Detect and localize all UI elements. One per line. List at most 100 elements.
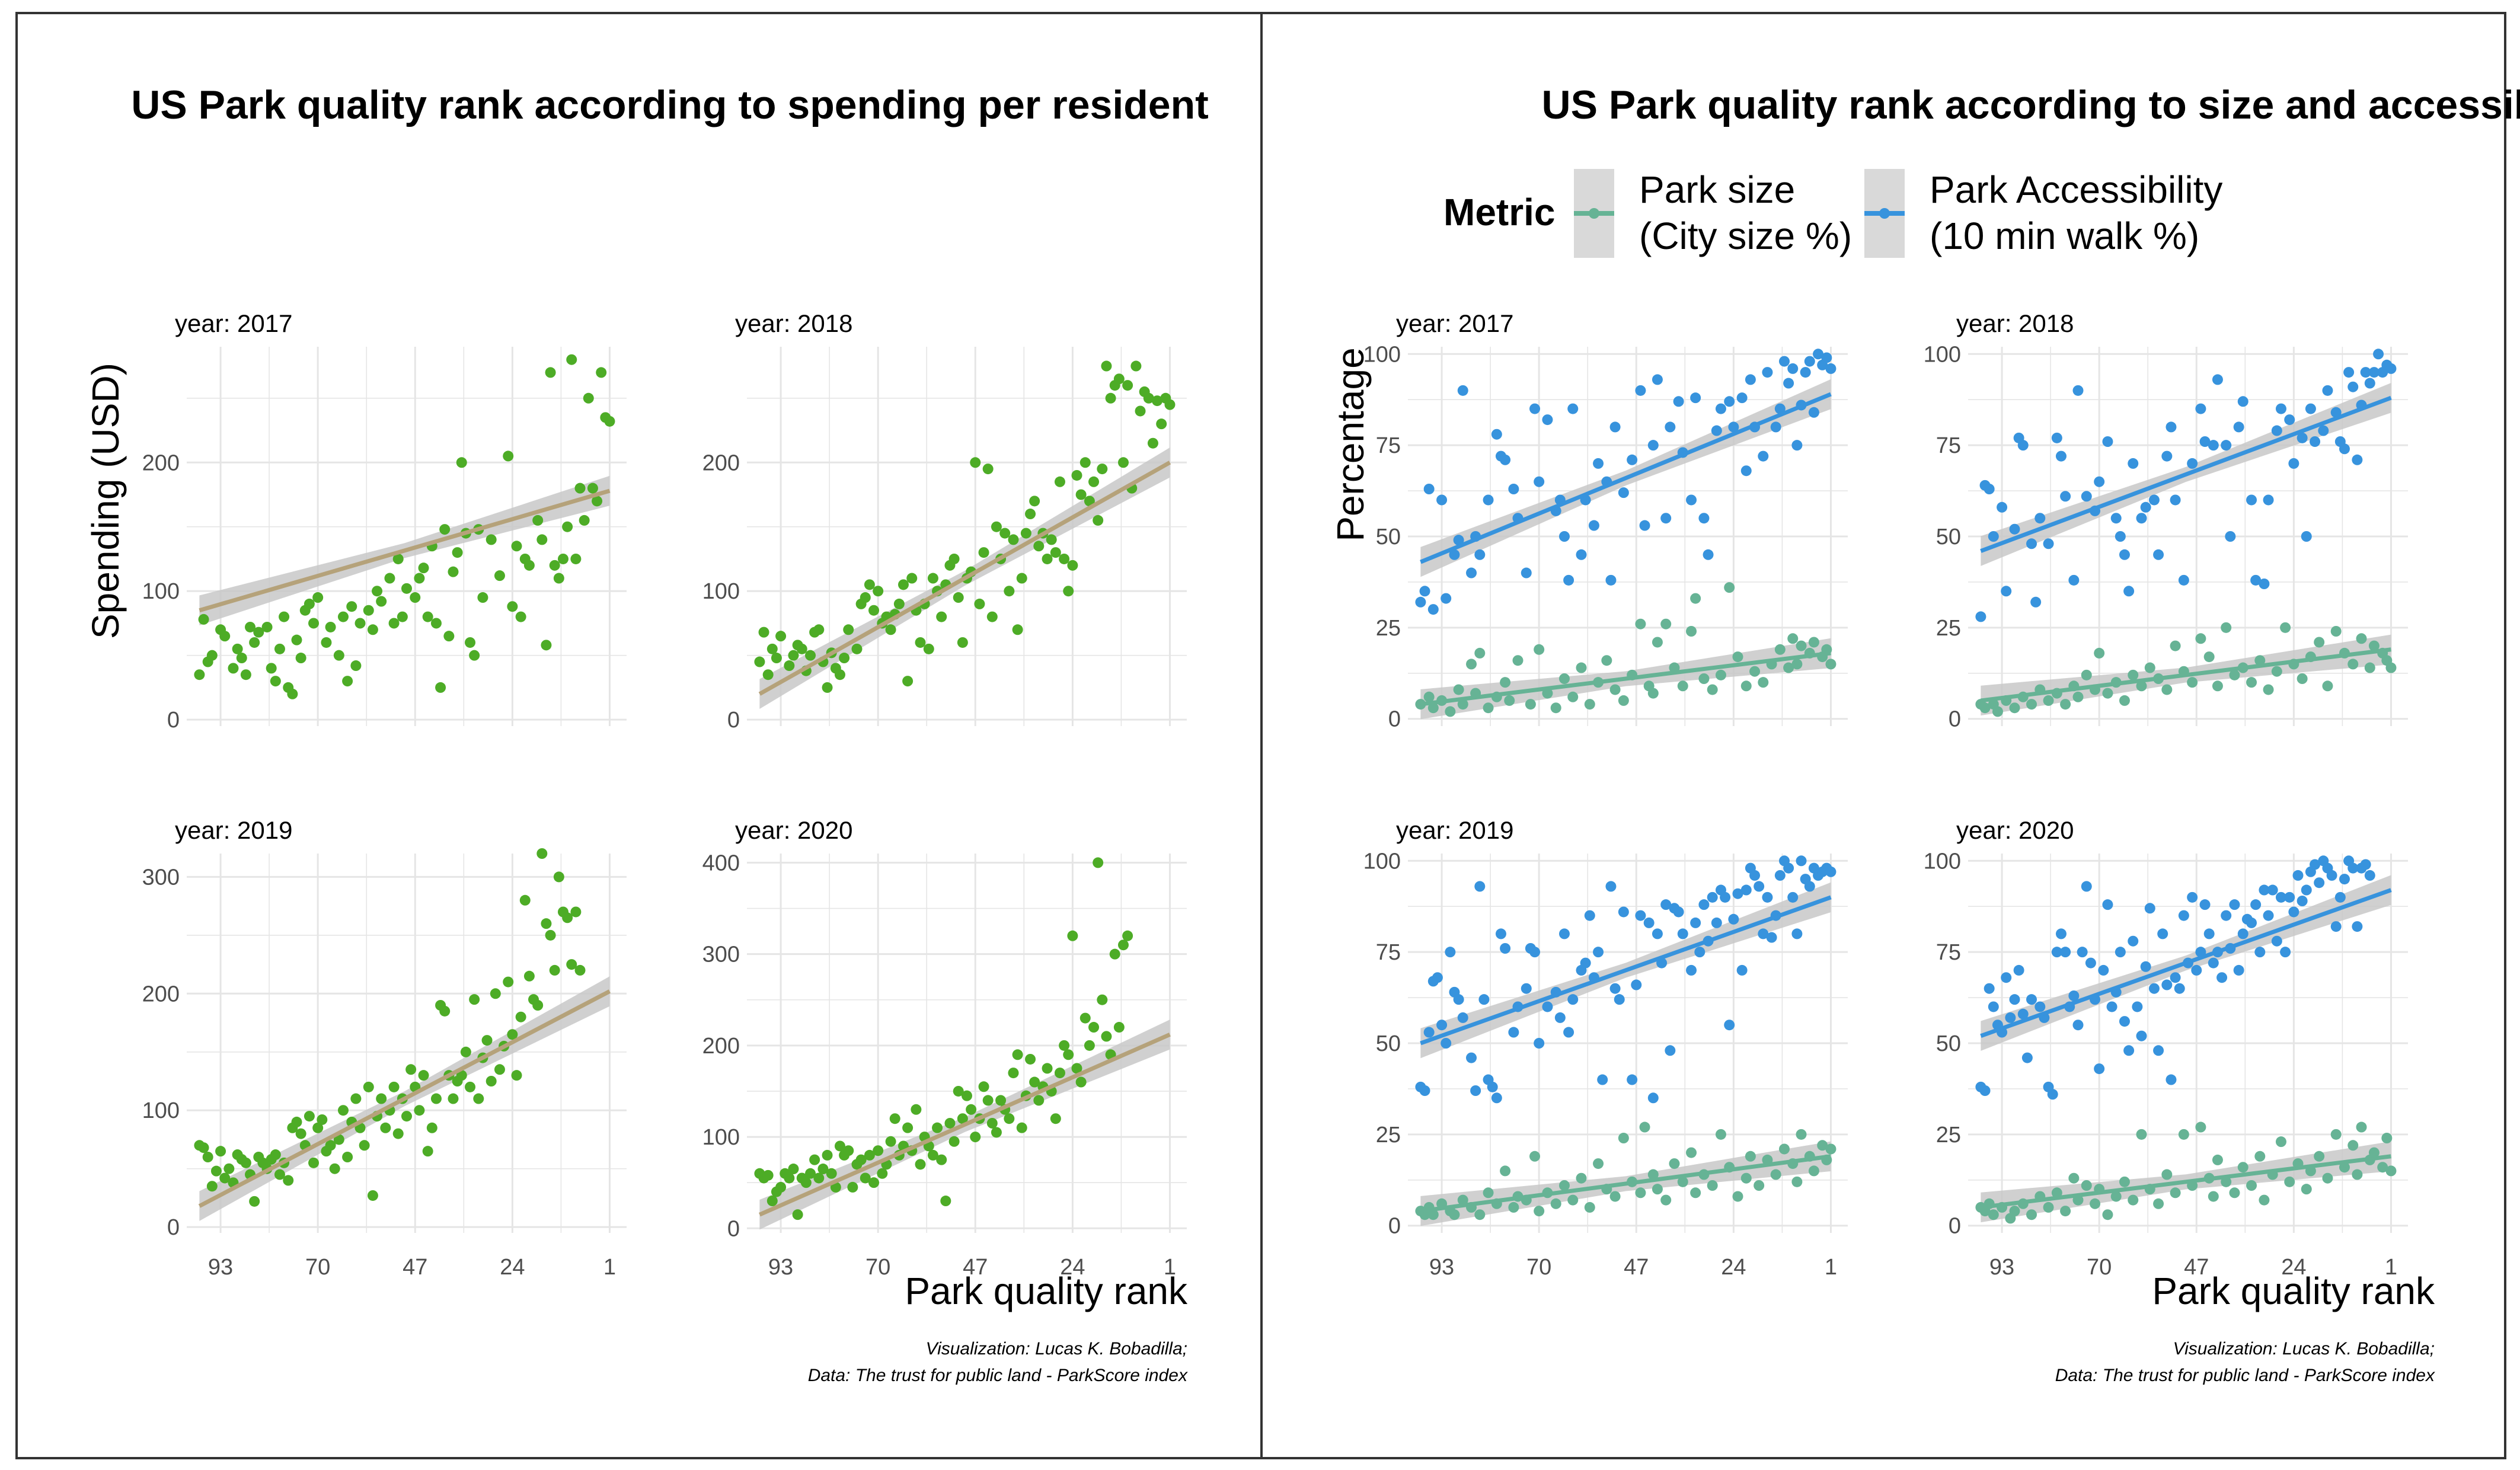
spending-point — [384, 573, 395, 584]
park-access-point — [2009, 523, 2020, 535]
park-access-point — [1711, 917, 1722, 928]
spending-point — [932, 1122, 943, 1133]
x-tick-label: 70 — [865, 1255, 890, 1280]
spending-point — [817, 1164, 829, 1175]
left-caption-line1: Visualization: Lucas K. Bobadilla; — [926, 1339, 1187, 1359]
spending-point — [507, 601, 518, 612]
spending-point — [936, 611, 947, 622]
park-size-point — [1707, 1180, 1718, 1191]
park-access-point — [1605, 881, 1617, 892]
park-size-point — [1576, 662, 1587, 673]
facet-panel: year: 2019 0 100 200 300 93 70 47 24 1 — [142, 816, 627, 1280]
park-access-point — [2199, 899, 2211, 910]
spending-point — [477, 592, 488, 603]
park-access-point — [2153, 1045, 2164, 1056]
park-size-point — [2026, 1209, 2037, 1220]
y-tick-label: 0 — [727, 1216, 740, 1241]
park-access-point — [1453, 535, 1464, 546]
spending-point — [1046, 534, 1057, 545]
spending-point — [283, 1175, 294, 1186]
park-size-point — [2284, 1176, 2295, 1187]
park-access-point — [2178, 574, 2189, 586]
spending-point — [519, 894, 531, 906]
park-access-point — [2051, 432, 2062, 443]
park-size-trend-line — [1420, 651, 1831, 707]
park-access-point — [1686, 494, 1697, 506]
spending-point — [279, 611, 290, 622]
spending-point — [380, 1122, 391, 1133]
park-size-point — [1778, 1143, 1790, 1155]
park-size-point — [1652, 637, 1663, 648]
spending-point — [194, 669, 205, 680]
park-size-point — [1466, 659, 1477, 670]
x-tick-label: 24 — [2281, 1255, 2306, 1280]
park-access-point — [2347, 862, 2359, 874]
spending-point — [473, 1093, 484, 1104]
spending-point — [995, 1095, 1007, 1106]
spending-point — [333, 1134, 344, 1145]
spending-point — [342, 676, 353, 687]
y-tick-label: 200 — [142, 982, 180, 1006]
legend-label-access-line1: Park Accessibility — [1930, 168, 2222, 211]
spending-point — [962, 1090, 972, 1101]
spending-point — [418, 563, 429, 574]
park-access-point — [2128, 458, 2139, 469]
park-size-point — [2314, 637, 2325, 648]
park-size-point — [2009, 1206, 2020, 1217]
spending-point — [902, 1122, 914, 1133]
park-access-point — [1474, 881, 1486, 892]
park-size-point — [2271, 666, 2282, 677]
spending-point — [991, 1127, 1002, 1138]
park-size-point — [1791, 659, 1803, 670]
spending-point — [1093, 857, 1104, 868]
spending-point — [274, 643, 285, 654]
park-size-point — [2128, 1194, 2139, 1206]
spending-point — [604, 416, 615, 427]
park-size-point — [1584, 1201, 1595, 1213]
park-access-point — [2360, 859, 2371, 870]
park-size-point — [1690, 1187, 1701, 1199]
y-tick-label: 300 — [142, 865, 180, 890]
park-access-point — [1975, 611, 1986, 622]
spending-point — [1004, 586, 1015, 597]
park-access-point — [2140, 961, 2151, 972]
park-access-point — [1740, 884, 1752, 896]
park-access-point — [1423, 484, 1435, 494]
spending-trend-line — [199, 488, 611, 613]
facet-panel: year: 2018 0 25 50 75 100 — [1924, 309, 2408, 732]
park-size-point — [1609, 1191, 1621, 1202]
spending-point — [448, 1093, 459, 1104]
park-size-point — [1979, 702, 1991, 714]
park-access-point — [1787, 891, 1799, 903]
park-access-point — [1605, 574, 1617, 586]
park-access-point — [2280, 947, 2291, 958]
park-access-point — [1720, 891, 1731, 903]
right-x-axis-title: Park quality rank — [2152, 1270, 2435, 1312]
park-size-point — [2136, 680, 2147, 692]
park-size-point — [2128, 669, 2139, 680]
park-access-point — [2212, 374, 2223, 385]
y-tick-label: 200 — [702, 450, 740, 475]
park-access-point — [1470, 1085, 1481, 1096]
x-tick-label: 47 — [403, 1255, 427, 1280]
park-size-point — [2153, 1198, 2164, 1209]
park-access-point — [1984, 983, 1995, 994]
y-tick-label: 0 — [1388, 707, 1401, 732]
spending-point — [240, 1157, 251, 1168]
park-access-point — [2297, 432, 2308, 443]
park-access-point — [1762, 891, 1773, 903]
park-access-point — [1558, 531, 1570, 542]
spending-point — [978, 1081, 989, 1092]
park-size-point — [1618, 1133, 1629, 1143]
spending-point — [953, 592, 964, 603]
park-access-point — [2115, 947, 2126, 958]
park-access-point — [2310, 859, 2321, 870]
park-size-point — [2368, 1147, 2380, 1158]
spending-point — [545, 929, 556, 941]
spending-point — [864, 579, 875, 590]
spending-point — [889, 1113, 900, 1124]
spending-point — [579, 514, 590, 526]
spending-point — [308, 618, 320, 629]
spending-point — [805, 650, 816, 661]
spending-point — [771, 653, 782, 664]
